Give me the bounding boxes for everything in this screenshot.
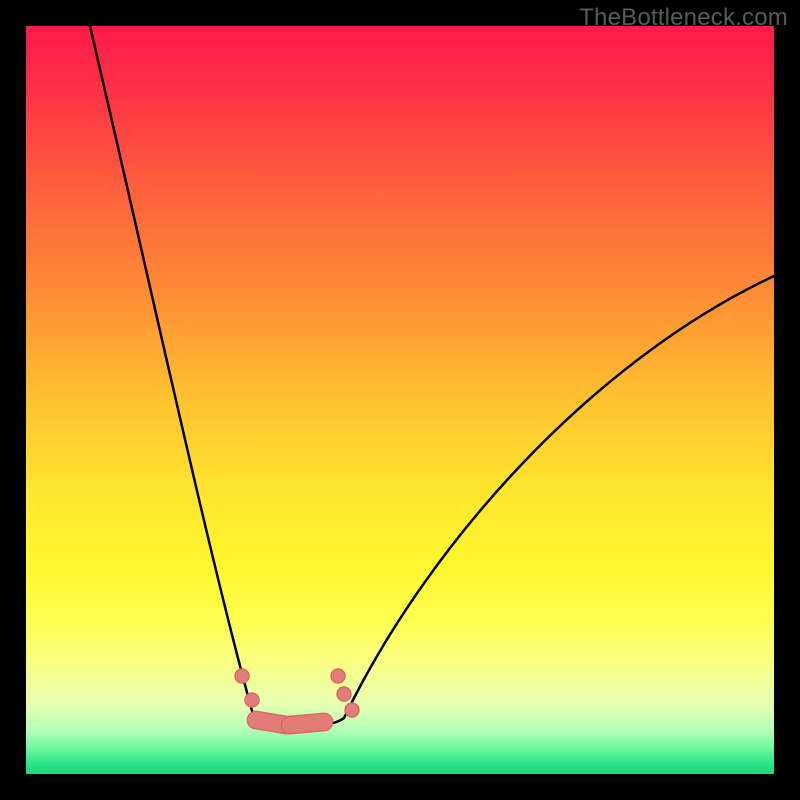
chart-container: TheBottleneck.com: [0, 0, 800, 800]
bottleneck-curve-chart: [0, 0, 800, 800]
marker-dot: [331, 669, 345, 683]
plot-background: [26, 26, 774, 774]
marker-capsule: [290, 722, 324, 725]
marker-dot: [235, 669, 249, 683]
marker-dot: [337, 687, 351, 701]
marker-dot: [245, 693, 259, 707]
marker-dot: [345, 703, 359, 717]
marker-capsules: [256, 720, 324, 725]
watermark-text: TheBottleneck.com: [579, 4, 788, 32]
